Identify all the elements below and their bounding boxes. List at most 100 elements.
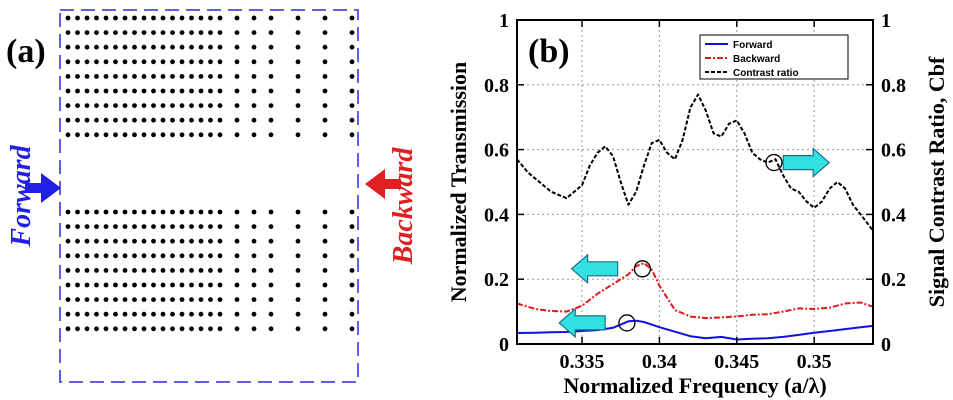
crystal-hole: [132, 59, 137, 65]
crystal-hole: [295, 253, 301, 259]
crystal-hole: [268, 311, 274, 317]
x-axis-title: Normalized Frequency (a/λ): [563, 373, 826, 398]
crystal-hole: [103, 209, 109, 215]
crystal-hole: [75, 74, 80, 79]
crystal-hole: [103, 15, 109, 21]
crystal-hole: [322, 253, 328, 259]
crystal-hole: [122, 268, 128, 273]
crystal-hole: [268, 44, 274, 50]
crystal-hole: [122, 88, 128, 94]
crystal-hole: [160, 44, 166, 50]
crystal-hole: [189, 30, 194, 35]
crystal-hole: [295, 326, 301, 332]
crystal-hole: [179, 282, 185, 288]
crystal-hole: [94, 326, 99, 332]
crystal-hole: [141, 117, 147, 123]
crystal-hole: [141, 297, 147, 302]
crystal-hole: [251, 15, 257, 21]
crystal-hole: [94, 44, 99, 50]
series-line-backward: [516, 262, 874, 320]
crystal-hole: [268, 88, 274, 94]
y-tick-label-left: 0: [499, 334, 509, 356]
crystal-hole: [208, 311, 213, 317]
crystal-hole: [208, 268, 213, 273]
crystal-frame: [59, 9, 359, 383]
crystal-hole: [94, 297, 99, 302]
crystal-hole: [122, 253, 128, 259]
series-layer: [516, 93, 874, 341]
crystal-hole: [141, 132, 147, 138]
crystal-hole: [113, 44, 118, 50]
crystal-hole: [94, 103, 99, 108]
crystal-hole: [198, 44, 204, 50]
crystal-hole: [349, 74, 355, 79]
crystal-hole: [179, 224, 185, 230]
crystal-hole: [322, 103, 328, 108]
crystal-hole: [122, 282, 128, 288]
crystal-hole: [208, 224, 213, 230]
crystal-hole: [113, 132, 118, 138]
crystal-hole: [217, 117, 223, 123]
crystal-hole: [234, 268, 240, 273]
crystal-hole: [160, 88, 166, 94]
crystal-hole: [179, 326, 185, 332]
y-axis-right-title: Signal Contrast Ratio, Cbf: [924, 56, 949, 307]
crystal-hole: [268, 30, 274, 35]
crystal-hole: [322, 297, 328, 302]
crystal-hole: [322, 209, 328, 215]
crystal-hole: [84, 297, 90, 302]
crystal-hole: [208, 282, 213, 288]
y-tick-label-left: 0.6: [484, 140, 509, 162]
crystal-hole: [151, 88, 156, 94]
crystal-hole: [189, 103, 194, 108]
crystal-hole: [179, 209, 185, 215]
crystal-hole: [132, 74, 137, 79]
crystal-hole: [132, 311, 137, 317]
crystal-hole: [349, 88, 355, 94]
crystal-hole: [103, 282, 109, 288]
crystal-hole: [170, 103, 175, 108]
crystal-hole: [349, 297, 355, 302]
crystal-hole: [322, 117, 328, 123]
crystal-hole: [113, 30, 118, 35]
crystal-hole: [65, 326, 71, 332]
crystal-hole: [268, 74, 274, 79]
crystal-hole: [103, 59, 109, 65]
crystal-hole: [208, 74, 213, 79]
plot-border: [516, 19, 874, 345]
crystal-hole: [94, 253, 99, 259]
crystal-hole: [122, 297, 128, 302]
crystal-hole: [160, 311, 166, 317]
crystal-hole: [234, 132, 240, 138]
legend-label-backward: Backward: [733, 54, 780, 65]
crystal-hole: [94, 30, 99, 35]
crystal-hole: [349, 311, 355, 317]
crystal-hole: [84, 88, 90, 94]
crystal-hole: [103, 88, 109, 94]
crystal-hole: [295, 74, 301, 79]
crystal-hole: [113, 74, 118, 79]
crystal-hole: [113, 224, 118, 230]
crystal-hole: [94, 209, 99, 215]
crystal-hole: [198, 117, 204, 123]
y-tick-label-right: 0.4: [881, 204, 906, 226]
crystal-hole: [113, 326, 118, 332]
crystal-hole: [189, 117, 194, 123]
crystal-hole: [234, 74, 240, 79]
backward-arrow-group: Backward: [365, 147, 419, 265]
crystal-hole: [295, 238, 301, 244]
crystal-hole: [170, 311, 175, 317]
annotation-arrow-right-icon: [782, 147, 831, 178]
crystal-hole: [113, 238, 118, 244]
crystal-hole: [65, 282, 71, 288]
crystal-hole: [268, 103, 274, 108]
annotation-arrow-left-icon: [558, 307, 606, 339]
crystal-hole: [84, 326, 90, 332]
crystal-hole: [251, 59, 257, 65]
crystal-hole: [141, 209, 147, 215]
backward-arrow-icon: [365, 169, 401, 199]
crystal-hole: [217, 15, 223, 21]
crystal-hole: [75, 30, 80, 35]
crystal-hole: [322, 44, 328, 50]
crystal-hole: [160, 15, 166, 21]
